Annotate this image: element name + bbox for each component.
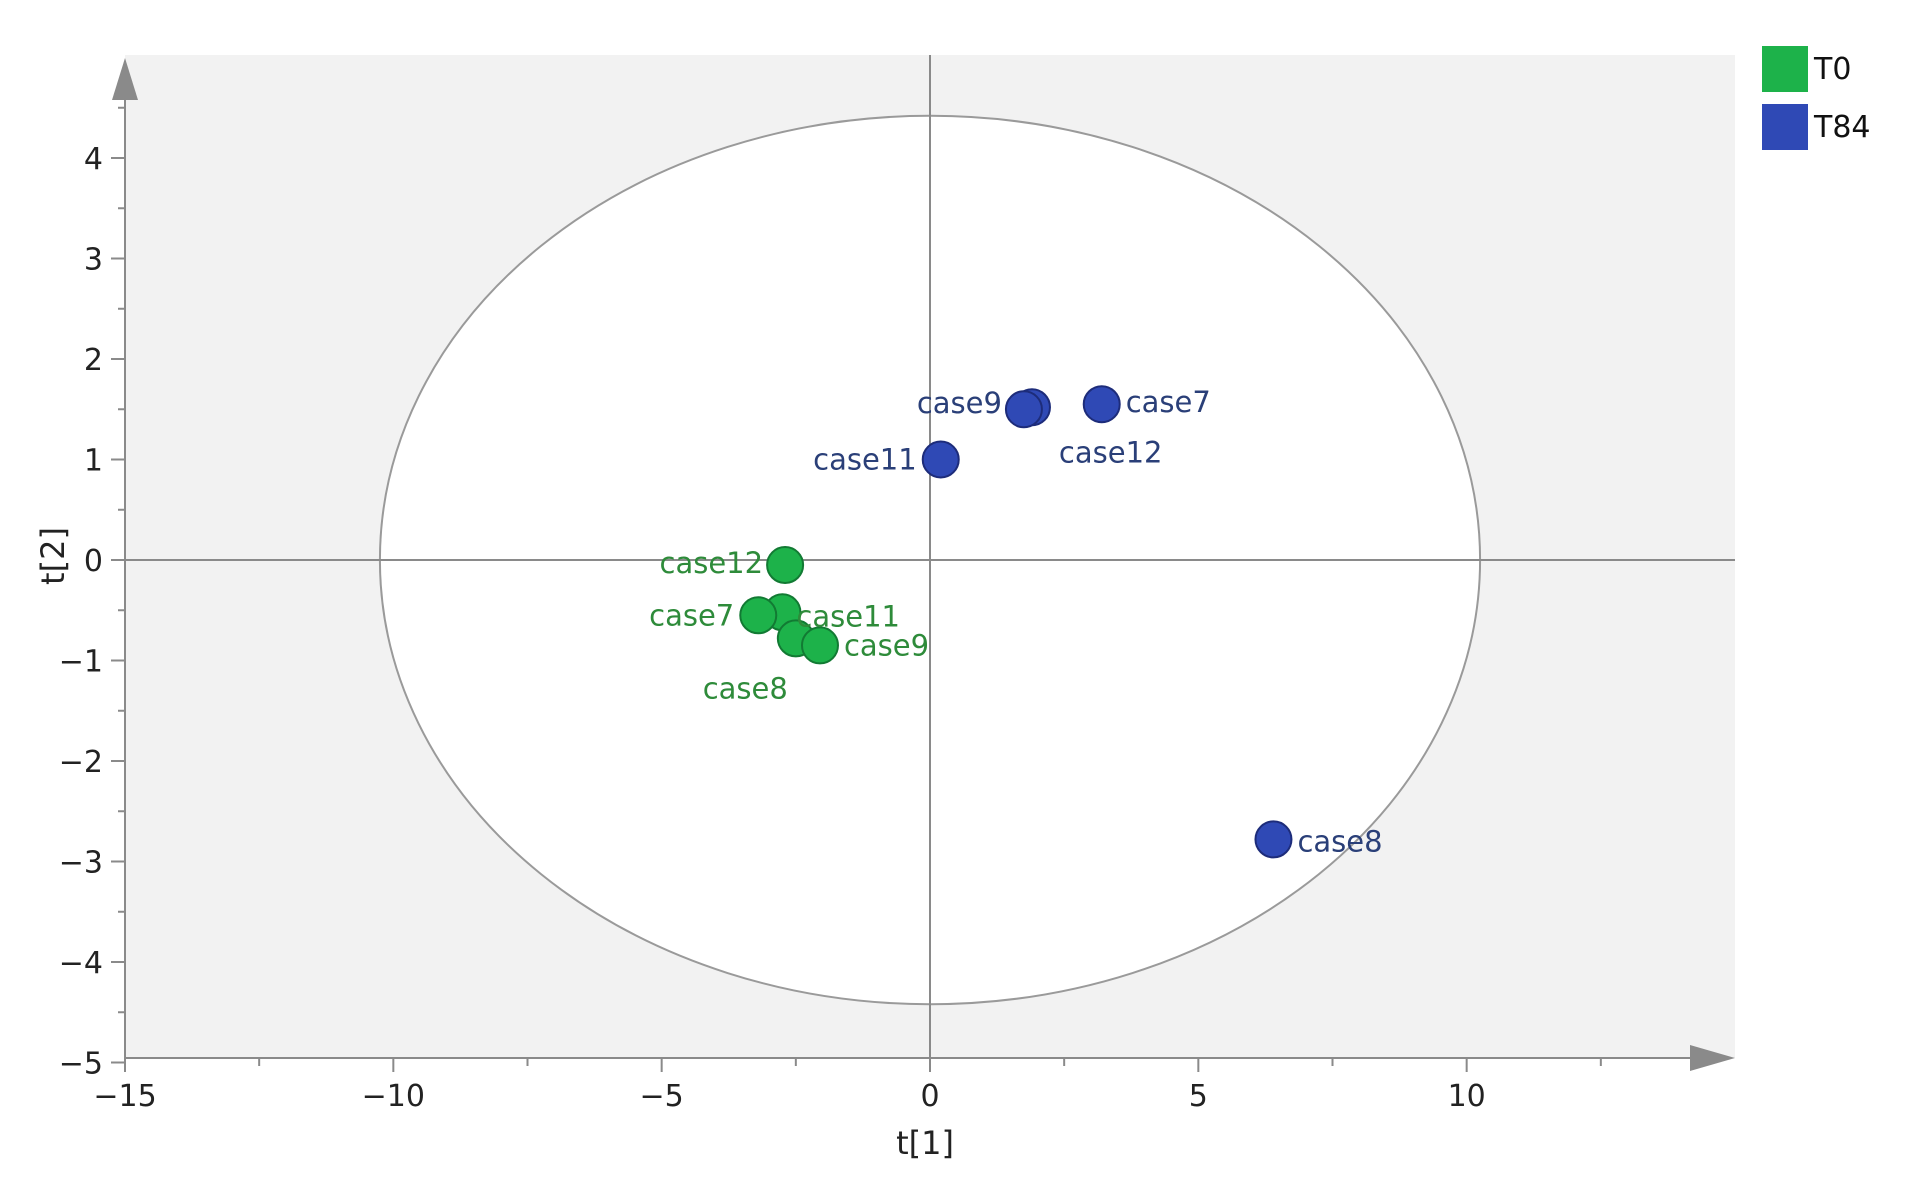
legend: T0 T84 xyxy=(1762,40,1871,156)
y-axis-arrow xyxy=(112,58,138,100)
x-axis-title: t[1] xyxy=(896,1124,954,1162)
legend-label-t0: T0 xyxy=(1814,51,1852,87)
point-label-t0-case7: case7 xyxy=(649,598,734,632)
x-tick-label: 5 xyxy=(1189,1079,1208,1114)
point-label-t84-case8: case8 xyxy=(1297,824,1382,858)
x-axis-arrow xyxy=(1690,1045,1735,1071)
y-tick-label: −2 xyxy=(59,745,103,780)
legend-item-t0: T0 xyxy=(1762,40,1871,98)
legend-swatch-t84 xyxy=(1762,104,1808,150)
point-label-t0-case12: case12 xyxy=(660,546,764,580)
data-point-t0-case7 xyxy=(739,596,778,635)
x-tick-label: 0 xyxy=(920,1079,939,1114)
data-point-t84-case7 xyxy=(1082,385,1121,424)
y-tick-label: −1 xyxy=(59,645,103,680)
legend-item-t84: T84 xyxy=(1762,98,1871,156)
y-tick-label: 2 xyxy=(84,343,103,378)
x-tick-label: −10 xyxy=(362,1079,425,1114)
legend-label-t84: T84 xyxy=(1814,109,1871,145)
y-tick-label: 4 xyxy=(84,142,103,177)
data-point-t84-case11 xyxy=(921,440,960,479)
y-tick-label: 3 xyxy=(84,243,103,278)
data-point-t0-case12 xyxy=(766,546,805,585)
y-axis-title: t[2] xyxy=(34,527,72,585)
point-label-t0-case11: case11 xyxy=(796,599,900,633)
y-tick-label: 1 xyxy=(84,444,103,479)
x-tick-label: −5 xyxy=(640,1079,684,1114)
legend-swatch-t0 xyxy=(1762,46,1808,92)
data-point-t84-case8 xyxy=(1254,820,1293,859)
data-point-t0-case9 xyxy=(800,626,839,665)
point-label-t84-case7: case7 xyxy=(1126,385,1211,419)
point-label-t84-case11: case11 xyxy=(813,443,917,477)
point-label-t84-case9: case9 xyxy=(917,386,1002,420)
y-tick-label: −4 xyxy=(59,946,103,981)
point-label-t0-case9: case9 xyxy=(844,628,929,662)
x-tick-label: 10 xyxy=(1448,1079,1486,1114)
y-tick-label: 0 xyxy=(84,544,103,579)
point-label-t0-case8: case8 xyxy=(703,671,788,705)
point-label-t84-case12: case12 xyxy=(1059,435,1163,469)
y-tick-label: −3 xyxy=(59,846,103,881)
data-point-t84-case12 xyxy=(1004,390,1043,429)
y-tick-label: −5 xyxy=(59,1047,103,1082)
x-tick-label: −15 xyxy=(93,1079,156,1114)
